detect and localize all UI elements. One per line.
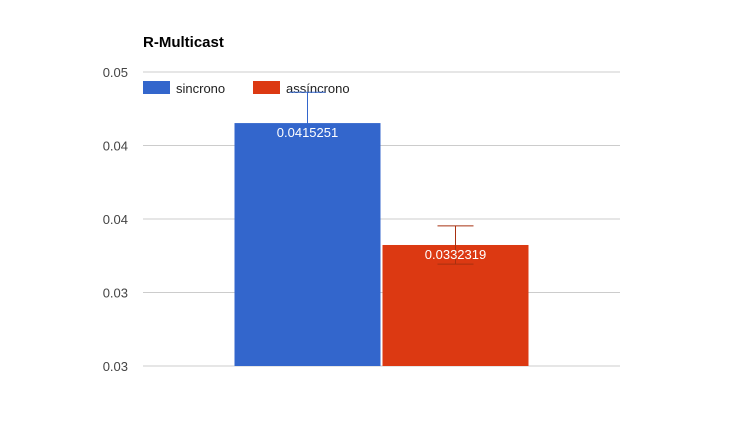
y-tick-label: 0.05 — [103, 65, 128, 80]
data-label-assincrono: 0.0332319 — [425, 247, 486, 262]
legend-label-sincrono: sincrono — [176, 81, 225, 96]
legend-swatch-assincrono — [253, 81, 280, 94]
y-tick-label: 0.04 — [103, 139, 128, 154]
gridlines — [143, 71, 620, 367]
y-tick-label: 0.04 — [103, 212, 128, 227]
y-tick-label: 0.03 — [103, 359, 128, 374]
bar-sincrono — [234, 123, 381, 367]
legend: sincrono assíncrono — [143, 81, 350, 96]
legend-swatch-sincrono — [143, 81, 170, 94]
data-label-sincrono: 0.0415251 — [277, 125, 338, 140]
legend-label-assincrono: assíncrono — [286, 81, 350, 96]
bar-assincrono — [382, 244, 529, 366]
bars: 0.0415251 0.0332319 — [234, 91, 529, 367]
chart-title: R-Multicast — [143, 34, 224, 51]
y-axis-ticks: 0.05 0.04 0.04 0.03 0.03 — [103, 65, 128, 374]
y-tick-label: 0.03 — [103, 286, 128, 301]
